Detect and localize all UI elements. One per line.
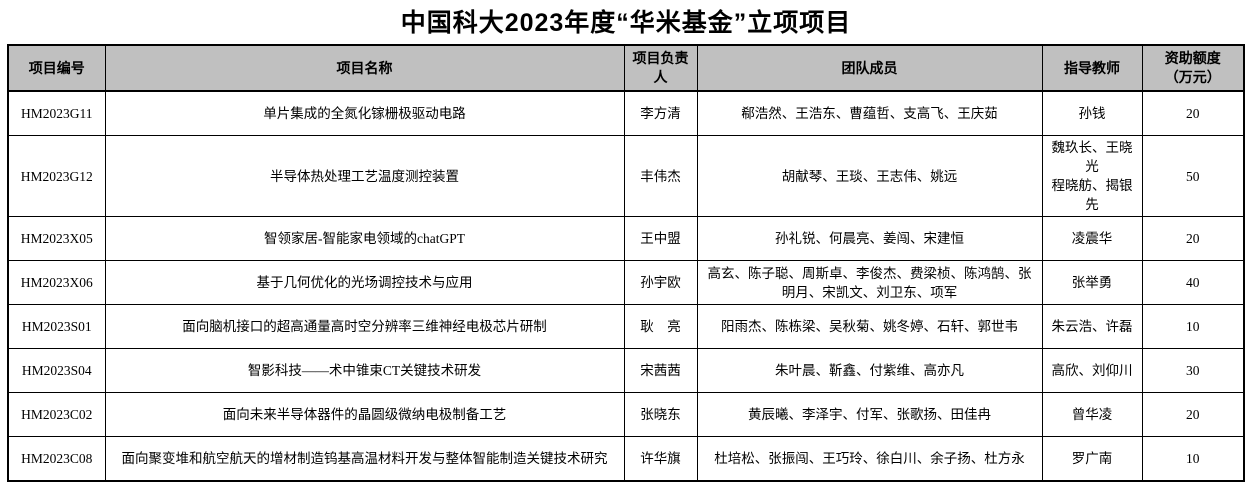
col-header-advisor: 指导教师 (1041, 44, 1143, 92)
cell-project-name: 面向聚变堆和航空航天的增材制造钨基高温材料开发与整体智能制造关键技术研究 (104, 436, 625, 482)
table-row: HM2023G11 单片集成的全氮化镓栅极驱动电路 李方清 郗浩然、王浩东、曹蕴哲、支… (7, 90, 1245, 136)
cell-project-id: HM2023G11 (7, 90, 106, 136)
page-title: 中国科大2023年度“华米基金”立项项目 (400, 9, 852, 37)
cell-amount: 20 (1141, 90, 1245, 136)
cell-project-id: HM2023C08 (7, 436, 106, 482)
cell-project-id: HM2023G12 (7, 135, 106, 217)
cell-advisor: 孙钱 (1041, 90, 1143, 136)
table-row: HM2023S01 面向脑机接口的超高通量高时空分辨率三维神经电极芯片研制耿 亮阳… (7, 304, 1245, 349)
col-header-team: 团队成员 (696, 44, 1043, 92)
table-header-row: 项目编号 项目名称 项目负责人 团队成员 指导教师 资助额度 （万元） (7, 44, 1245, 92)
cell-leader: 耿 亮 (623, 304, 698, 349)
cell-advisor: 凌震华 (1041, 216, 1143, 261)
cell-leader: 李方清 (623, 90, 698, 136)
cell-team: 高玄、陈子聪、周斯卓、李俊杰、费梁桢、陈鸿鹄、张明月、宋凯文、刘卫东、项军 (696, 260, 1043, 305)
col-header-project-id: 项目编号 (7, 44, 106, 92)
cell-leader: 孙宇欧 (623, 260, 698, 305)
cell-amount: 20 (1141, 216, 1245, 261)
col-header-leader: 项目负责人 (623, 44, 698, 92)
cell-team: 孙礼锐、何晨亮、姜闯、宋建恒 (696, 216, 1043, 261)
cell-amount: 10 (1141, 304, 1245, 349)
cell-project-id: HM2023C02 (7, 392, 106, 437)
cell-leader: 宋茜茜 (623, 348, 698, 393)
col-header-project-name: 项目名称 (104, 44, 625, 92)
cell-team: 阳雨杰、陈栋梁、吴秋菊、姚冬婷、石轩、郭世韦 (696, 304, 1043, 349)
cell-project-id: HM2023S01 (7, 304, 106, 349)
col-header-amount: 资助额度 （万元） (1141, 44, 1245, 92)
cell-advisor: 高欣、刘仰川 (1041, 348, 1143, 393)
table-body: HM2023G11 单片集成的全氮化镓栅极驱动电路 李方清 郗浩然、王浩东、曹蕴哲、支… (7, 90, 1245, 482)
table-row: HM2023C08 面向聚变堆和航空航天的增材制造钨基高温材料开发与整体智能制造关… (7, 436, 1245, 482)
cell-advisor: 朱云浩、许磊 (1041, 304, 1143, 349)
cell-project-name: 面向未来半导体器件的晶圆级微纳电极制备工艺 (104, 392, 625, 437)
cell-advisor: 罗广南 (1041, 436, 1143, 482)
cell-project-id: HM2023X06 (7, 260, 106, 305)
cell-amount: 40 (1141, 260, 1245, 305)
cell-project-name: 智领家居-智能家电领域的chatGPT (104, 216, 625, 261)
cell-project-name: 单片集成的全氮化镓栅极驱动电路 (104, 90, 625, 136)
cell-amount: 50 (1141, 135, 1245, 217)
table-row: HM2023X06 基于几何优化的光场调控技术与应用 孙宇欧 高玄、陈子聪、周斯卓、李… (7, 260, 1245, 305)
cell-project-id: HM2023S04 (7, 348, 106, 393)
cell-amount: 30 (1141, 348, 1245, 393)
cell-advisor: 张举勇 (1041, 260, 1143, 305)
cell-project-id: HM2023X05 (7, 216, 106, 261)
cell-project-name: 面向脑机接口的超高通量高时空分辨率三维神经电极芯片研制 (104, 304, 625, 349)
cell-advisor: 曾华凌 (1041, 392, 1143, 437)
cell-amount: 10 (1141, 436, 1245, 482)
cell-team: 胡献琴、王琰、王志伟、姚远 (696, 135, 1043, 217)
table-row: HM2023C02 面向未来半导体器件的晶圆级微纳电极制备工艺 张晓东 黄辰曦、李泽宇… (7, 392, 1245, 437)
cell-amount: 20 (1141, 392, 1245, 437)
cell-leader: 丰伟杰 (623, 135, 698, 217)
projects-table: 项目编号 项目名称 项目负责人 团队成员 指导教师 资助额度 （万元） HM2023G11… (7, 44, 1245, 482)
cell-team: 杜培松、张振闯、王巧玲、徐白川、余子扬、杜方永 (696, 436, 1043, 482)
cell-leader: 张晓东 (623, 392, 698, 437)
cell-team: 郗浩然、王浩东、曹蕴哲、支高飞、王庆茹 (696, 90, 1043, 136)
cell-project-name: 智影科技——术中锥束CT关键技术研发 (104, 348, 625, 393)
table-row: HM2023X05 智领家居-智能家电领域的chatGPT 王中盟 孙礼锐、何晨亮、姜… (7, 216, 1245, 261)
table-row: HM2023S04 智影科技——术中锥束CT关键技术研发 宋茜茜 朱叶晨、靳鑫、付紫维… (7, 348, 1245, 393)
cell-project-name: 基于几何优化的光场调控技术与应用 (104, 260, 625, 305)
cell-leader: 王中盟 (623, 216, 698, 261)
cell-project-name: 半导体热处理工艺温度测控装置 (104, 135, 625, 217)
cell-team: 黄辰曦、李泽宇、付军、张歌扬、田佳冉 (696, 392, 1043, 437)
cell-leader: 许华旗 (623, 436, 698, 482)
cell-advisor: 魏玖长、王晓光 程晓舫、揭银先 (1041, 135, 1143, 217)
table-row: HM2023G12 半导体热处理工艺温度测控装置 丰伟杰 胡献琴、王琰、王志伟、姚远魏… (7, 135, 1245, 217)
cell-team: 朱叶晨、靳鑫、付紫维、高亦凡 (696, 348, 1043, 393)
